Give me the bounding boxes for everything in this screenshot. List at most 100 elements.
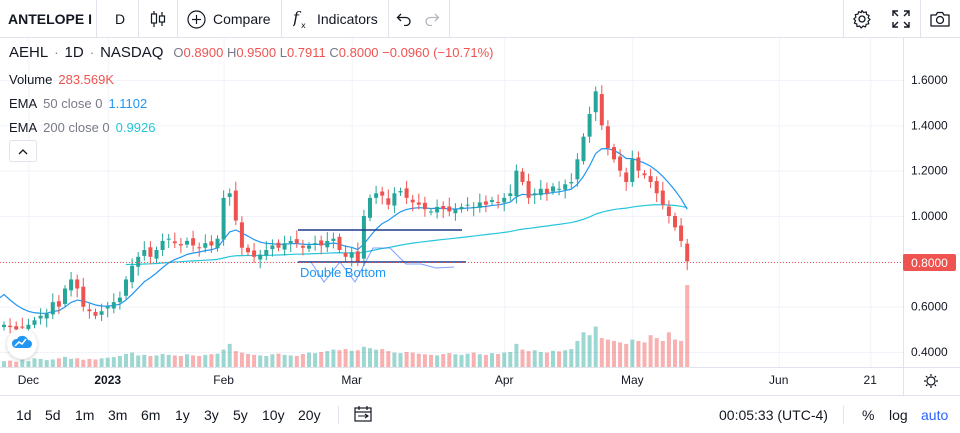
volume-bar	[679, 340, 684, 367]
legend-exchange: NASDAQ	[100, 44, 164, 61]
price-tick-label: 0.4000	[911, 345, 948, 359]
candle-body	[252, 250, 257, 257]
candle-body	[63, 288, 67, 304]
candle-body	[361, 216, 366, 259]
volume-bar	[636, 340, 641, 367]
volume-bar	[178, 356, 183, 367]
pattern-label: Double Bottom	[300, 265, 386, 280]
legend-collapse-button[interactable]	[9, 140, 37, 162]
log-label: log	[889, 407, 908, 423]
ema-50-line	[0, 148, 688, 314]
range-button-1y[interactable]: 1y	[175, 407, 190, 423]
candle-body	[618, 156, 623, 171]
volume-bar	[368, 348, 372, 367]
range-button-10y[interactable]: 10y	[262, 407, 285, 423]
auto-label: auto	[921, 407, 949, 423]
volume-bar	[69, 358, 74, 367]
camera-icon	[929, 10, 951, 28]
candle-body	[581, 136, 586, 162]
ema200-params: 200 close 0	[43, 120, 110, 135]
volume-bar	[526, 351, 531, 367]
volume-bar	[361, 346, 366, 367]
volume-bar	[514, 343, 519, 367]
svg-text:x: x	[301, 21, 306, 29]
redo-button[interactable]	[424, 0, 440, 38]
volume-bar	[398, 353, 403, 367]
compare-button[interactable]: Compare	[187, 0, 271, 38]
ema200-row[interactable]: EMA 200 close 0 0.9926	[9, 120, 155, 135]
auto-scale-button[interactable]: auto	[921, 396, 948, 433]
volume-bar	[197, 356, 202, 367]
candle-body	[660, 190, 665, 205]
range-button-3m[interactable]: 3m	[108, 407, 128, 423]
time-tick-label: 2023	[94, 373, 121, 387]
range-button-5d[interactable]: 5d	[45, 407, 61, 423]
candle-body	[209, 241, 214, 246]
range-button-3y[interactable]: 3y	[204, 407, 219, 423]
price-chart[interactable]: Double Bottom 1.6000 1.4000 1.2000 1.0000 0.…	[0, 38, 960, 395]
log-scale-button[interactable]: log	[889, 396, 908, 433]
range-button-1m[interactable]: 1m	[75, 407, 95, 423]
bottom-toolbar: 1d 5d 1m 3m 6m 1y 3y 5y 10y 20y 00:05:33 (UTC-4) …	[0, 395, 960, 433]
time-tick-label: May	[621, 373, 644, 387]
tradingview-logo[interactable]	[7, 329, 37, 359]
price-tick-label: 1.0000	[911, 209, 948, 223]
open-label: O	[173, 45, 184, 60]
candle-body	[483, 201, 488, 205]
candle-body	[197, 247, 202, 249]
candle-body	[20, 326, 25, 328]
volume-bar	[355, 350, 360, 367]
divider	[920, 0, 921, 38]
volume-bar	[44, 360, 49, 367]
range-button-6m[interactable]: 6m	[141, 407, 161, 423]
volume-bar	[50, 359, 55, 367]
snapshot-button[interactable]	[929, 0, 951, 38]
candle-body	[276, 242, 281, 248]
volume-bar	[93, 359, 98, 367]
volume-bar	[532, 350, 537, 367]
volume-row[interactable]: Volume 283.569K	[9, 72, 114, 87]
candle-body	[288, 240, 293, 244]
volume-bar	[258, 355, 263, 367]
volume-bar	[239, 352, 244, 367]
divider	[177, 0, 178, 38]
chart-type-button[interactable]	[150, 0, 166, 38]
candle-body	[154, 250, 159, 259]
percent-label: %	[862, 407, 875, 423]
range-button-5y[interactable]: 5y	[233, 407, 248, 423]
fullscreen-button[interactable]	[892, 0, 910, 38]
candle-body	[605, 126, 610, 148]
candle-body	[319, 240, 324, 246]
close-label: C	[329, 45, 339, 60]
volume-bar	[26, 361, 31, 367]
volume-bar	[325, 351, 330, 367]
candle-body	[624, 172, 629, 182]
candle-body	[233, 190, 238, 221]
volume-bar	[313, 353, 318, 367]
range-button-20y[interactable]: 20y	[298, 407, 321, 423]
percent-scale-button[interactable]: %	[862, 396, 874, 433]
volume-bar	[276, 353, 281, 367]
date-range-button[interactable]	[354, 396, 372, 433]
volume-bar	[612, 340, 616, 367]
ema50-row[interactable]: EMA 50 close 0 1.1102	[9, 96, 147, 111]
symbol-search[interactable]: ANTELOPE I	[8, 0, 92, 38]
gear-icon	[852, 9, 872, 29]
candle-body	[38, 315, 43, 319]
time-tick-label: Jun	[769, 373, 788, 387]
candle-body	[514, 170, 519, 197]
settings-button[interactable]	[852, 0, 872, 38]
candles-icon	[150, 10, 166, 28]
clock-timezone[interactable]: 00:05:33 (UTC-4)	[719, 396, 828, 433]
volume-bar	[593, 326, 598, 367]
interval-button[interactable]: D	[115, 0, 125, 38]
volume-bar	[490, 353, 494, 367]
candle-body	[435, 206, 440, 213]
chevron-up-icon	[18, 142, 28, 160]
close-value: 0.8000	[338, 45, 379, 60]
volume-bar	[343, 349, 348, 367]
volume-bar	[209, 354, 214, 367]
undo-button[interactable]	[396, 0, 412, 38]
range-button-1d[interactable]: 1d	[16, 407, 32, 423]
